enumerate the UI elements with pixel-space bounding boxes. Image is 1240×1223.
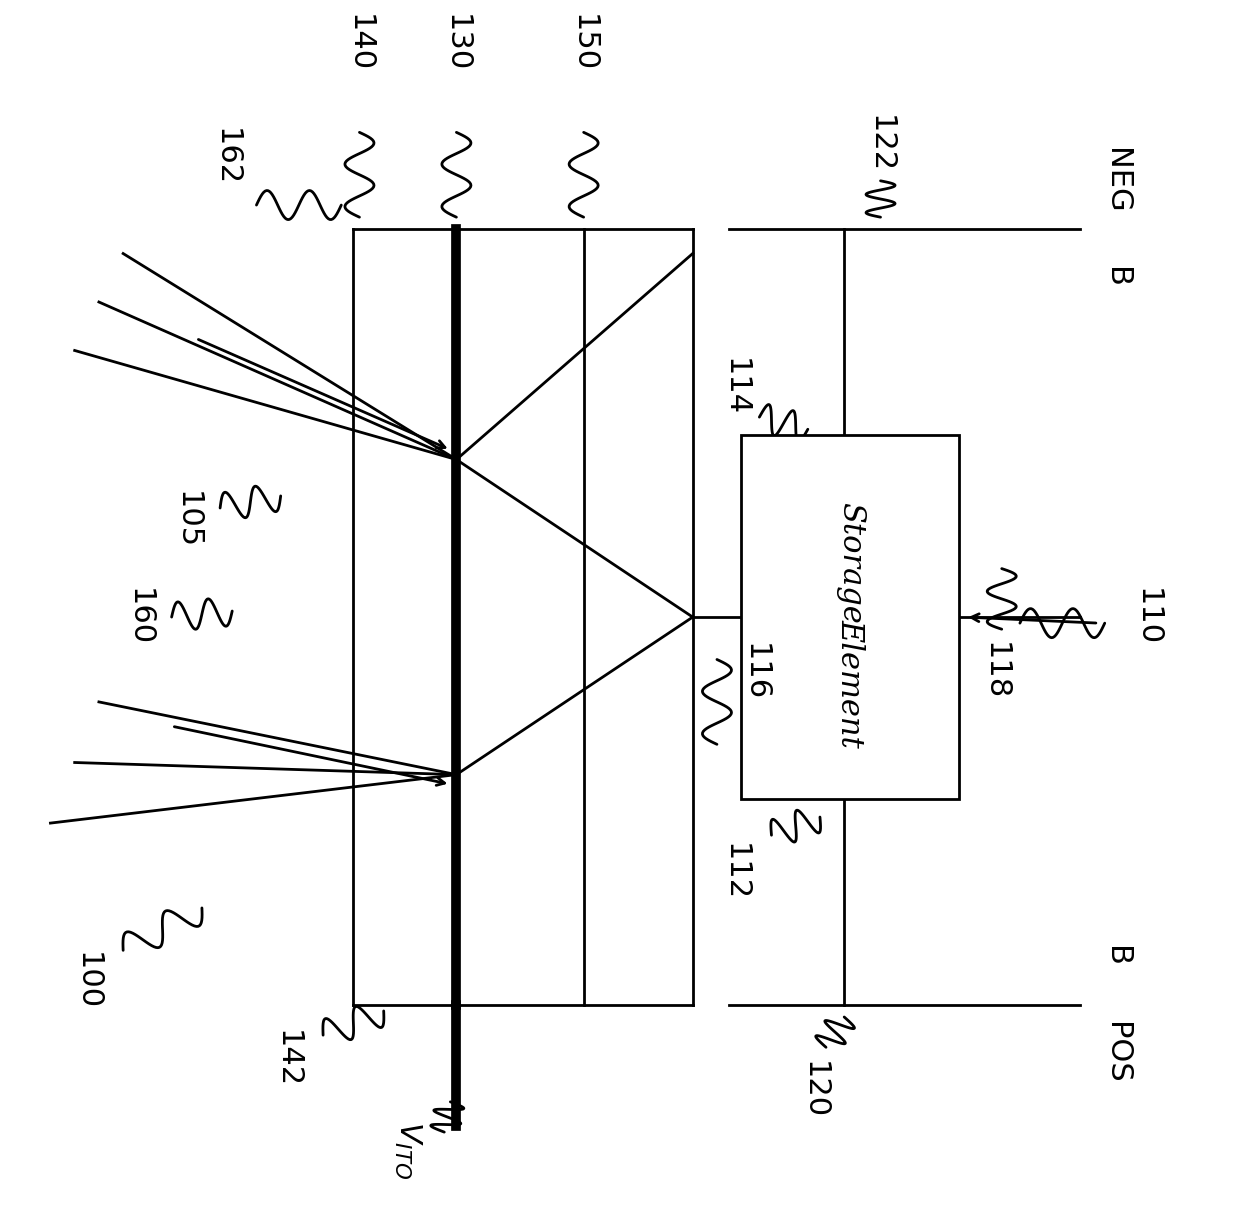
Text: Element: Element — [835, 619, 866, 748]
Text: Storage: Storage — [835, 501, 866, 624]
Text: 114: 114 — [720, 358, 750, 416]
Text: 142: 142 — [273, 1030, 301, 1088]
Text: 130: 130 — [441, 13, 471, 72]
Text: 162: 162 — [212, 127, 241, 186]
Text: 100: 100 — [72, 951, 102, 1010]
Text: NEG: NEG — [1102, 148, 1131, 214]
Text: 140: 140 — [345, 13, 374, 72]
Text: 160: 160 — [124, 588, 154, 646]
Text: $V_{ITO}$: $V_{ITO}$ — [392, 1121, 424, 1179]
Text: 122: 122 — [866, 115, 895, 174]
Text: 120: 120 — [800, 1060, 828, 1119]
Text: 118: 118 — [981, 642, 1011, 701]
Text: 110: 110 — [1132, 588, 1162, 646]
Bar — [742, 435, 960, 799]
Text: B: B — [1102, 945, 1131, 967]
Text: POS: POS — [1102, 1022, 1131, 1085]
Text: 116: 116 — [742, 642, 770, 701]
Text: 150: 150 — [569, 13, 598, 72]
Text: 105: 105 — [172, 492, 202, 549]
Text: 112: 112 — [720, 843, 750, 900]
Text: B: B — [1102, 268, 1131, 289]
